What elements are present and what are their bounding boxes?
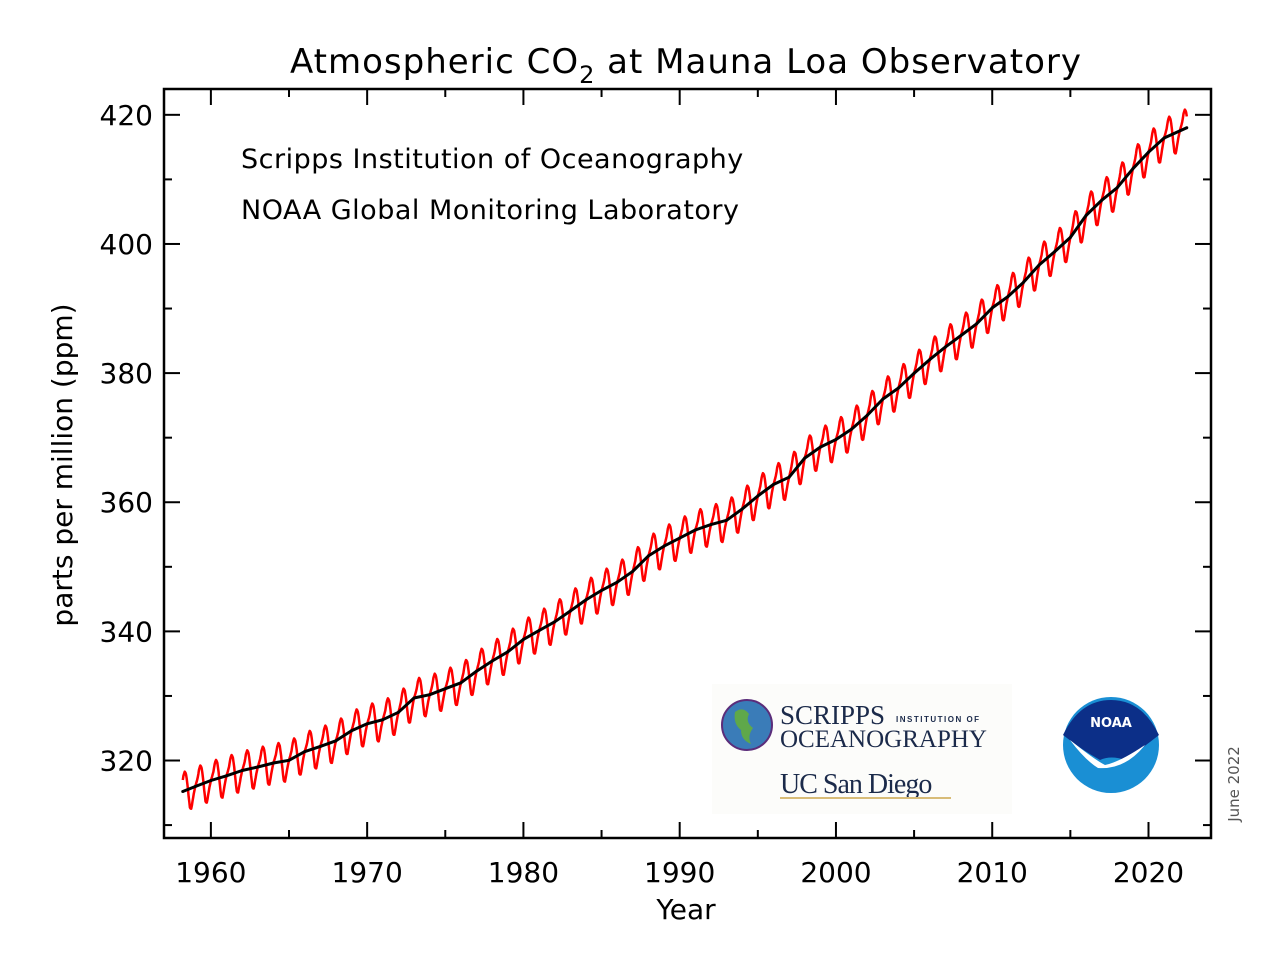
trend-point bbox=[834, 438, 838, 442]
y-axis-label: parts per million (ppm) bbox=[46, 303, 79, 626]
trend-point bbox=[568, 609, 572, 613]
trend-point bbox=[193, 784, 197, 788]
trend-point bbox=[240, 769, 244, 773]
trend-point bbox=[553, 620, 557, 624]
trend-point bbox=[1053, 250, 1057, 254]
trend-point bbox=[209, 778, 213, 782]
svg-text:INSTITUTION OF: INSTITUTION OF bbox=[896, 715, 981, 724]
trend-point bbox=[709, 523, 713, 527]
x-tick-label: 2010 bbox=[957, 856, 1028, 889]
trend-point bbox=[1006, 295, 1010, 299]
date-note: June 2022 bbox=[1225, 746, 1243, 823]
trend-point bbox=[1115, 186, 1119, 190]
noaa-logo: NOAA bbox=[1063, 697, 1159, 793]
svg-text:SCRIPPS: SCRIPPS bbox=[780, 700, 885, 730]
trend-point bbox=[1084, 213, 1088, 217]
trend-point bbox=[443, 687, 447, 691]
x-tick-label: 2020 bbox=[1113, 856, 1184, 889]
trend-point bbox=[475, 669, 479, 673]
trend-point bbox=[396, 710, 400, 714]
x-tick-label: 1970 bbox=[332, 856, 403, 889]
trend-point bbox=[537, 629, 541, 633]
trend-point bbox=[693, 528, 697, 532]
svg-text:UC San Diego: UC San Diego bbox=[780, 769, 931, 800]
trend-point bbox=[287, 758, 291, 762]
trend-point bbox=[365, 722, 369, 726]
trend-point bbox=[412, 696, 416, 700]
trend-point bbox=[740, 507, 744, 511]
trend-point bbox=[818, 445, 822, 449]
trend-point bbox=[959, 333, 963, 337]
annotation-noaa: NOAA Global Monitoring Laboratory bbox=[241, 195, 740, 226]
monthly-co2-line bbox=[181, 108, 1189, 810]
trend-point bbox=[865, 413, 869, 417]
trend-point bbox=[459, 681, 463, 685]
scripps-ucsd-logo: SCRIPPS INSTITUTION OF OCEANOGRAPHY UC S… bbox=[712, 684, 1012, 814]
svg-text:OCEANOGRAPHY: OCEANOGRAPHY bbox=[780, 726, 987, 753]
trend-point bbox=[678, 536, 682, 540]
trend-point bbox=[771, 483, 775, 487]
svg-text:NOAA: NOAA bbox=[1090, 716, 1132, 731]
trend-point bbox=[881, 397, 885, 401]
x-axis-label: Year bbox=[655, 893, 716, 926]
trend-point bbox=[662, 544, 666, 548]
y-tick-label: 380 bbox=[100, 357, 153, 390]
trend-point bbox=[1146, 150, 1150, 154]
trend-point bbox=[600, 588, 604, 592]
trend-point bbox=[631, 569, 635, 573]
trend-point bbox=[975, 322, 979, 326]
trend-point bbox=[1162, 136, 1166, 140]
trend-point bbox=[1185, 126, 1189, 130]
axis-ticks: 1960 1970 1980 1990 2000 2010 2020 320 340 360 380… bbox=[100, 89, 1211, 889]
trend-point bbox=[506, 650, 510, 654]
trend-co2-line bbox=[182, 126, 1188, 793]
plot-frame bbox=[162, 87, 1213, 840]
trend-point bbox=[615, 580, 619, 584]
trend-point bbox=[334, 739, 338, 743]
trend-point bbox=[381, 718, 385, 722]
trend-point bbox=[912, 371, 916, 375]
trend-point bbox=[896, 386, 900, 390]
trend-point bbox=[428, 693, 432, 697]
trend-point bbox=[1131, 167, 1135, 171]
y-tick-label: 400 bbox=[100, 228, 153, 261]
trend-point bbox=[521, 637, 525, 641]
y-tick-label: 360 bbox=[100, 486, 153, 519]
x-tick-label: 1960 bbox=[175, 856, 246, 889]
trend-point bbox=[1037, 263, 1041, 267]
y-tick-label: 320 bbox=[100, 745, 153, 778]
trend-point bbox=[1100, 198, 1104, 202]
trend-point bbox=[256, 765, 260, 769]
x-tick-label: 2000 bbox=[800, 856, 871, 889]
annotation-scripps: Scripps Institution of Oceanography bbox=[241, 144, 744, 175]
plot-area bbox=[181, 108, 1189, 810]
trend-point bbox=[225, 774, 229, 778]
trend-point bbox=[928, 358, 932, 362]
trend-point bbox=[584, 598, 588, 602]
trend-point bbox=[850, 427, 854, 431]
y-tick-label: 420 bbox=[100, 99, 153, 132]
trend-point bbox=[990, 306, 994, 310]
trend-point bbox=[803, 456, 807, 460]
trend-point bbox=[181, 790, 185, 794]
x-tick-label: 1980 bbox=[488, 856, 559, 889]
trend-point bbox=[271, 761, 275, 765]
trend-point bbox=[303, 750, 307, 754]
trend-point bbox=[787, 475, 791, 479]
trend-point bbox=[318, 744, 322, 748]
trend-point bbox=[756, 494, 760, 498]
x-tick-label: 1990 bbox=[644, 856, 715, 889]
y-tick-label: 340 bbox=[100, 615, 153, 648]
trend-point bbox=[646, 554, 650, 558]
trend-point bbox=[943, 345, 947, 349]
trend-point bbox=[1021, 280, 1025, 284]
trend-point bbox=[490, 659, 494, 663]
trend-point bbox=[1068, 235, 1072, 239]
trend-point bbox=[350, 729, 354, 733]
trend-point bbox=[725, 518, 729, 522]
chart-title: Atmospheric CO2 at Mauna Loa Observatory bbox=[290, 42, 1082, 89]
